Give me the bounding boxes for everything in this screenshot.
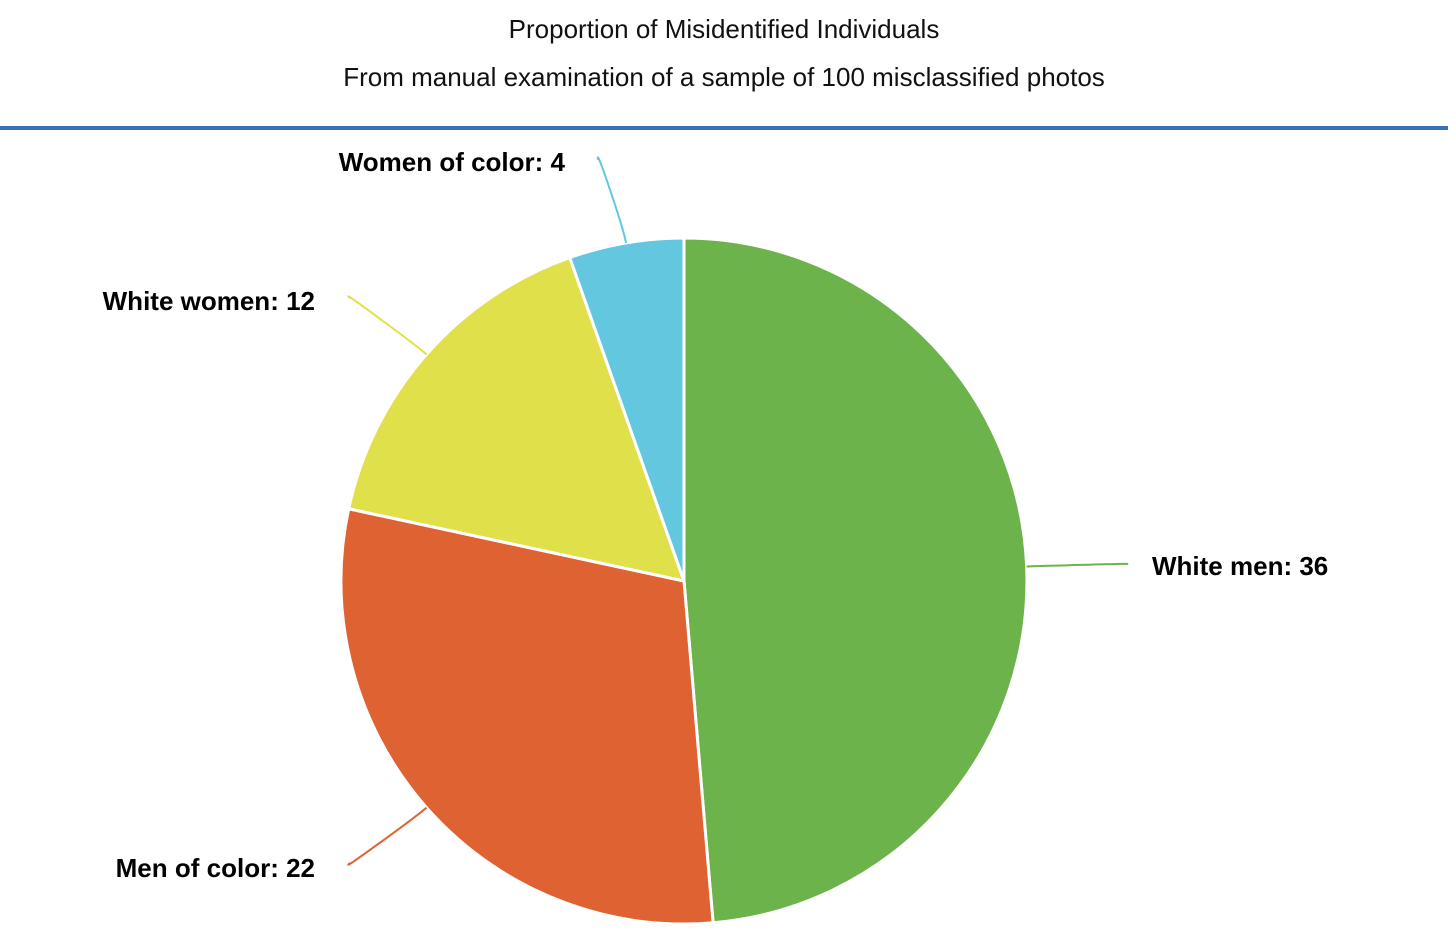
slice-labels: White men: 36 Men of color: 22 White women… [103,147,1329,883]
chart-subtitle: From manual examination of a sample of 1… [343,62,1105,92]
slice-label-women-of-color: Women of color: 4 [339,147,566,177]
pie-slice-men-of-color [339,507,715,926]
label-leader-lines [347,156,1129,866]
slice-label-white-men: White men: 36 [1152,551,1328,581]
slice-label-men-of-color: Men of color: 22 [116,853,315,883]
chart-title: Proportion of Misidentified Individuals [508,14,940,44]
pie-slice-white-men [682,236,1029,925]
leader-line-white-men [1026,562,1129,568]
pie-slices [339,236,1029,926]
chart-header: Proportion of Misidentified Individuals … [0,0,1448,130]
leader-line-men-of-color [347,806,428,866]
pie-slice-white-women [347,256,686,583]
header-divider [0,126,1448,130]
slice-label-white-women: White women: 12 [103,286,315,316]
pie-slice-women-of-color [568,236,686,583]
leader-line-white-women [347,295,428,356]
leader-line-women-of-color [596,156,628,244]
